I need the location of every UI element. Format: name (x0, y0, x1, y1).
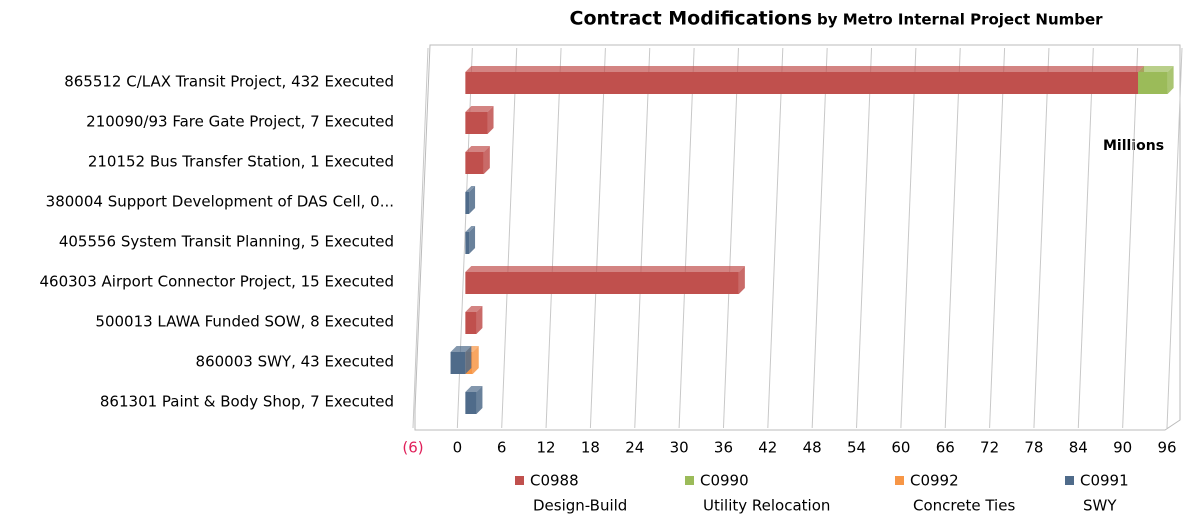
legend-label: C0992 (910, 472, 959, 490)
bar-top (465, 386, 483, 392)
plot-frame (414, 44, 1181, 431)
y-tick-label: 865512 C/LAX Transit Project, 432 Execut… (64, 73, 394, 91)
bar-top (450, 346, 472, 352)
y-tick-label: 210090/93 Fare Gate Project, 7 Executed (86, 113, 394, 131)
x-tick-label: 6 (497, 439, 507, 457)
bar-side (469, 186, 476, 214)
bar-top (465, 306, 483, 312)
grid-line (589, 47, 606, 429)
bar (465, 392, 477, 414)
grid-line (545, 47, 562, 429)
x-tick-label: 42 (758, 439, 777, 457)
bar (465, 152, 484, 174)
grid-line (678, 47, 695, 429)
legend-label: C0990 (700, 472, 749, 490)
bar-side (465, 346, 472, 374)
grid-line (1033, 47, 1050, 429)
bar-side (738, 266, 745, 294)
legend-description: Utility Relocation (703, 497, 830, 515)
legend-swatch (685, 476, 694, 485)
bar-side (1167, 66, 1174, 94)
bar (465, 272, 739, 294)
y-tick-label: 500013 LAWA Funded SOW, 8 Executed (95, 313, 394, 331)
grid-line (900, 47, 917, 429)
bar (465, 232, 470, 254)
y-tick-label: 860003 SWY, 43 Executed (196, 353, 394, 371)
grid-line (856, 47, 873, 429)
grid-line (634, 47, 651, 429)
x-tick-label: 90 (1113, 439, 1132, 457)
x-tick-label: 60 (891, 439, 910, 457)
grid-line (412, 47, 429, 429)
x-tick-label: 84 (1069, 439, 1088, 457)
chart-title: Contract Modifications (570, 8, 812, 30)
bar-side (483, 146, 490, 174)
chart-subtitle: by Metro Internal Project Number (817, 11, 1103, 29)
bar (465, 312, 477, 334)
bar (465, 112, 488, 134)
x-tick-label: 12 (537, 439, 556, 457)
y-tick-label: 405556 System Transit Planning, 5 Execut… (59, 233, 394, 251)
bar-top (1138, 66, 1174, 72)
bar (465, 192, 470, 214)
grid-line (1122, 47, 1139, 429)
bar-side (476, 306, 483, 334)
bar-top (465, 106, 494, 112)
legend-swatch (515, 476, 524, 485)
legend-description: SWY (1083, 497, 1117, 515)
bar (1138, 72, 1168, 94)
y-tick-label: 210152 Bus Transfer Station, 1 Executed (88, 153, 394, 171)
y-tick-label: 380004 Support Development of DAS Cell, … (46, 193, 394, 211)
bar-side (487, 106, 494, 134)
legend-swatch (1065, 476, 1074, 485)
x-tick-label: 18 (581, 439, 600, 457)
bar (465, 72, 1139, 94)
grid-line (1166, 47, 1183, 429)
grid-line (767, 47, 784, 429)
bar-top (465, 66, 1145, 72)
bar-side (469, 226, 476, 254)
bar-side (476, 386, 483, 414)
x-tick-label: 96 (1157, 439, 1176, 457)
bar-top (465, 186, 476, 192)
grid-line (811, 47, 828, 429)
x-tick-label: 48 (803, 439, 822, 457)
grid-line (501, 47, 518, 429)
bar-top (465, 226, 476, 232)
y-tick-label: 861301 Paint & Body Shop, 7 Executed (100, 393, 394, 411)
x-tick-label: 72 (980, 439, 999, 457)
bar-top (465, 146, 490, 152)
x-tick-label: 0 (453, 439, 463, 457)
y-tick-label: 460303 Airport Connector Project, 15 Exe… (40, 273, 395, 291)
x-tick-label: 36 (714, 439, 733, 457)
legend-description: Design-Build (533, 497, 627, 515)
x-tick-label: 24 (625, 439, 644, 457)
bar-top (465, 266, 745, 272)
legend-label: C0991 (1080, 472, 1129, 490)
grid-line (989, 47, 1006, 429)
legend-description: Concrete Ties (913, 497, 1015, 515)
grid-line (1077, 47, 1094, 429)
grid-line (944, 47, 961, 429)
bar (450, 352, 466, 374)
x-tick-label: (6) (402, 439, 423, 457)
legend-swatch (895, 476, 904, 485)
grid-line (722, 47, 739, 429)
x-tick-label: 54 (847, 439, 866, 457)
bar-side (472, 346, 479, 374)
x-tick-label: 78 (1024, 439, 1043, 457)
legend-label: C0988 (530, 472, 579, 490)
x-tick-label: 66 (936, 439, 955, 457)
x-tick-label: 30 (670, 439, 689, 457)
